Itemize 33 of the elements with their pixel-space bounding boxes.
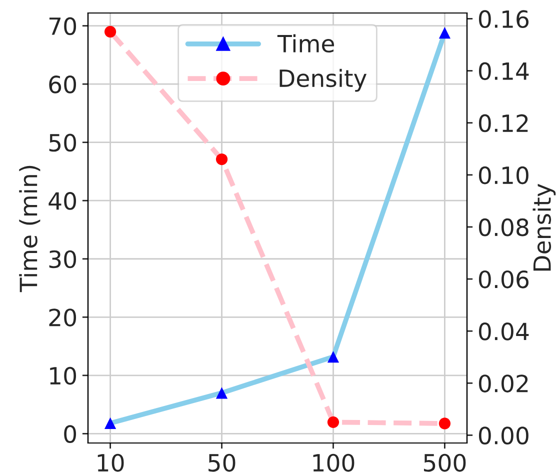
point [438,27,451,39]
y-tick-label: 60 [49,76,76,94]
y2-tick-label: 0.06 [478,270,528,288]
y-tick-label: 70 [49,17,76,36]
point [104,26,116,38]
y2-tick-label: 0.14 [478,62,529,80]
y2-tick-label: 0.10 [478,166,528,184]
point [327,350,340,363]
legend-label: Density [280,68,367,92]
point [327,416,340,428]
x-tick-label: 10 [98,454,124,472]
y-tick-label: 10 [50,366,76,385]
point [438,418,451,430]
point [216,387,228,399]
x-tick-label: 50 [208,454,236,472]
y2-tick-label: 0.02 [478,374,528,392]
y2-tick-label: 0.16 [478,10,528,28]
y2-tick-label: 0.00 [478,426,528,444]
y-tick-label: 40 [48,192,76,210]
y-axis-title: Time (min) [19,166,40,292]
legend-label: Time [277,34,334,53]
y2-tick-label: 0.04 [478,322,529,340]
y2-tick-label: 0.08 [478,218,528,236]
y-tick-label: 50 [49,134,76,152]
x-tick-label: 100 [313,454,354,472]
point [216,153,228,166]
y-tick-label: 20 [49,308,76,326]
y2-axis-title: Density [532,184,556,271]
y-tick-label: 0 [64,425,76,443]
y-tick-label: 30 [49,250,76,268]
x-tick-label: 500 [424,454,466,472]
point [104,417,116,429]
y2-tick-label: 0.12 [478,114,528,132]
